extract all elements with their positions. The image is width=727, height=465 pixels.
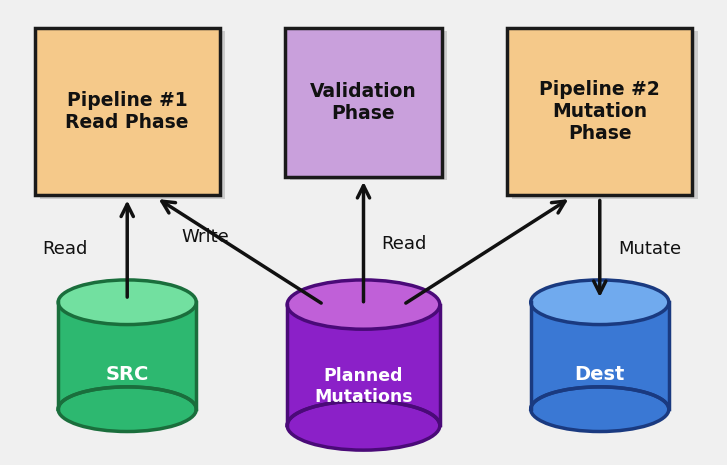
Bar [58, 302, 196, 409]
Ellipse shape [531, 387, 669, 432]
Ellipse shape [58, 280, 196, 325]
Text: SRC: SRC [105, 365, 149, 385]
Text: Write: Write [181, 228, 229, 246]
Bar [34, 28, 220, 195]
Text: Read: Read [382, 235, 427, 253]
Bar [512, 31, 698, 199]
Text: Dest: Dest [574, 365, 625, 385]
Bar [287, 305, 440, 425]
Text: Validation
Phase: Validation Phase [310, 82, 417, 123]
Ellipse shape [531, 280, 669, 325]
Ellipse shape [287, 280, 440, 329]
Bar [39, 31, 225, 199]
Text: Planned
Mutations: Planned Mutations [314, 367, 413, 406]
Text: Read: Read [42, 240, 87, 258]
Text: Mutate: Mutate [618, 240, 681, 258]
Bar [285, 28, 442, 177]
Text: Pipeline #1
Read Phase: Pipeline #1 Read Phase [65, 91, 189, 132]
Ellipse shape [58, 387, 196, 432]
Text: Pipeline #2
Mutation
Phase: Pipeline #2 Mutation Phase [539, 80, 660, 143]
Ellipse shape [287, 401, 440, 450]
Bar [507, 28, 692, 195]
Bar [531, 302, 669, 409]
Bar [291, 31, 446, 180]
